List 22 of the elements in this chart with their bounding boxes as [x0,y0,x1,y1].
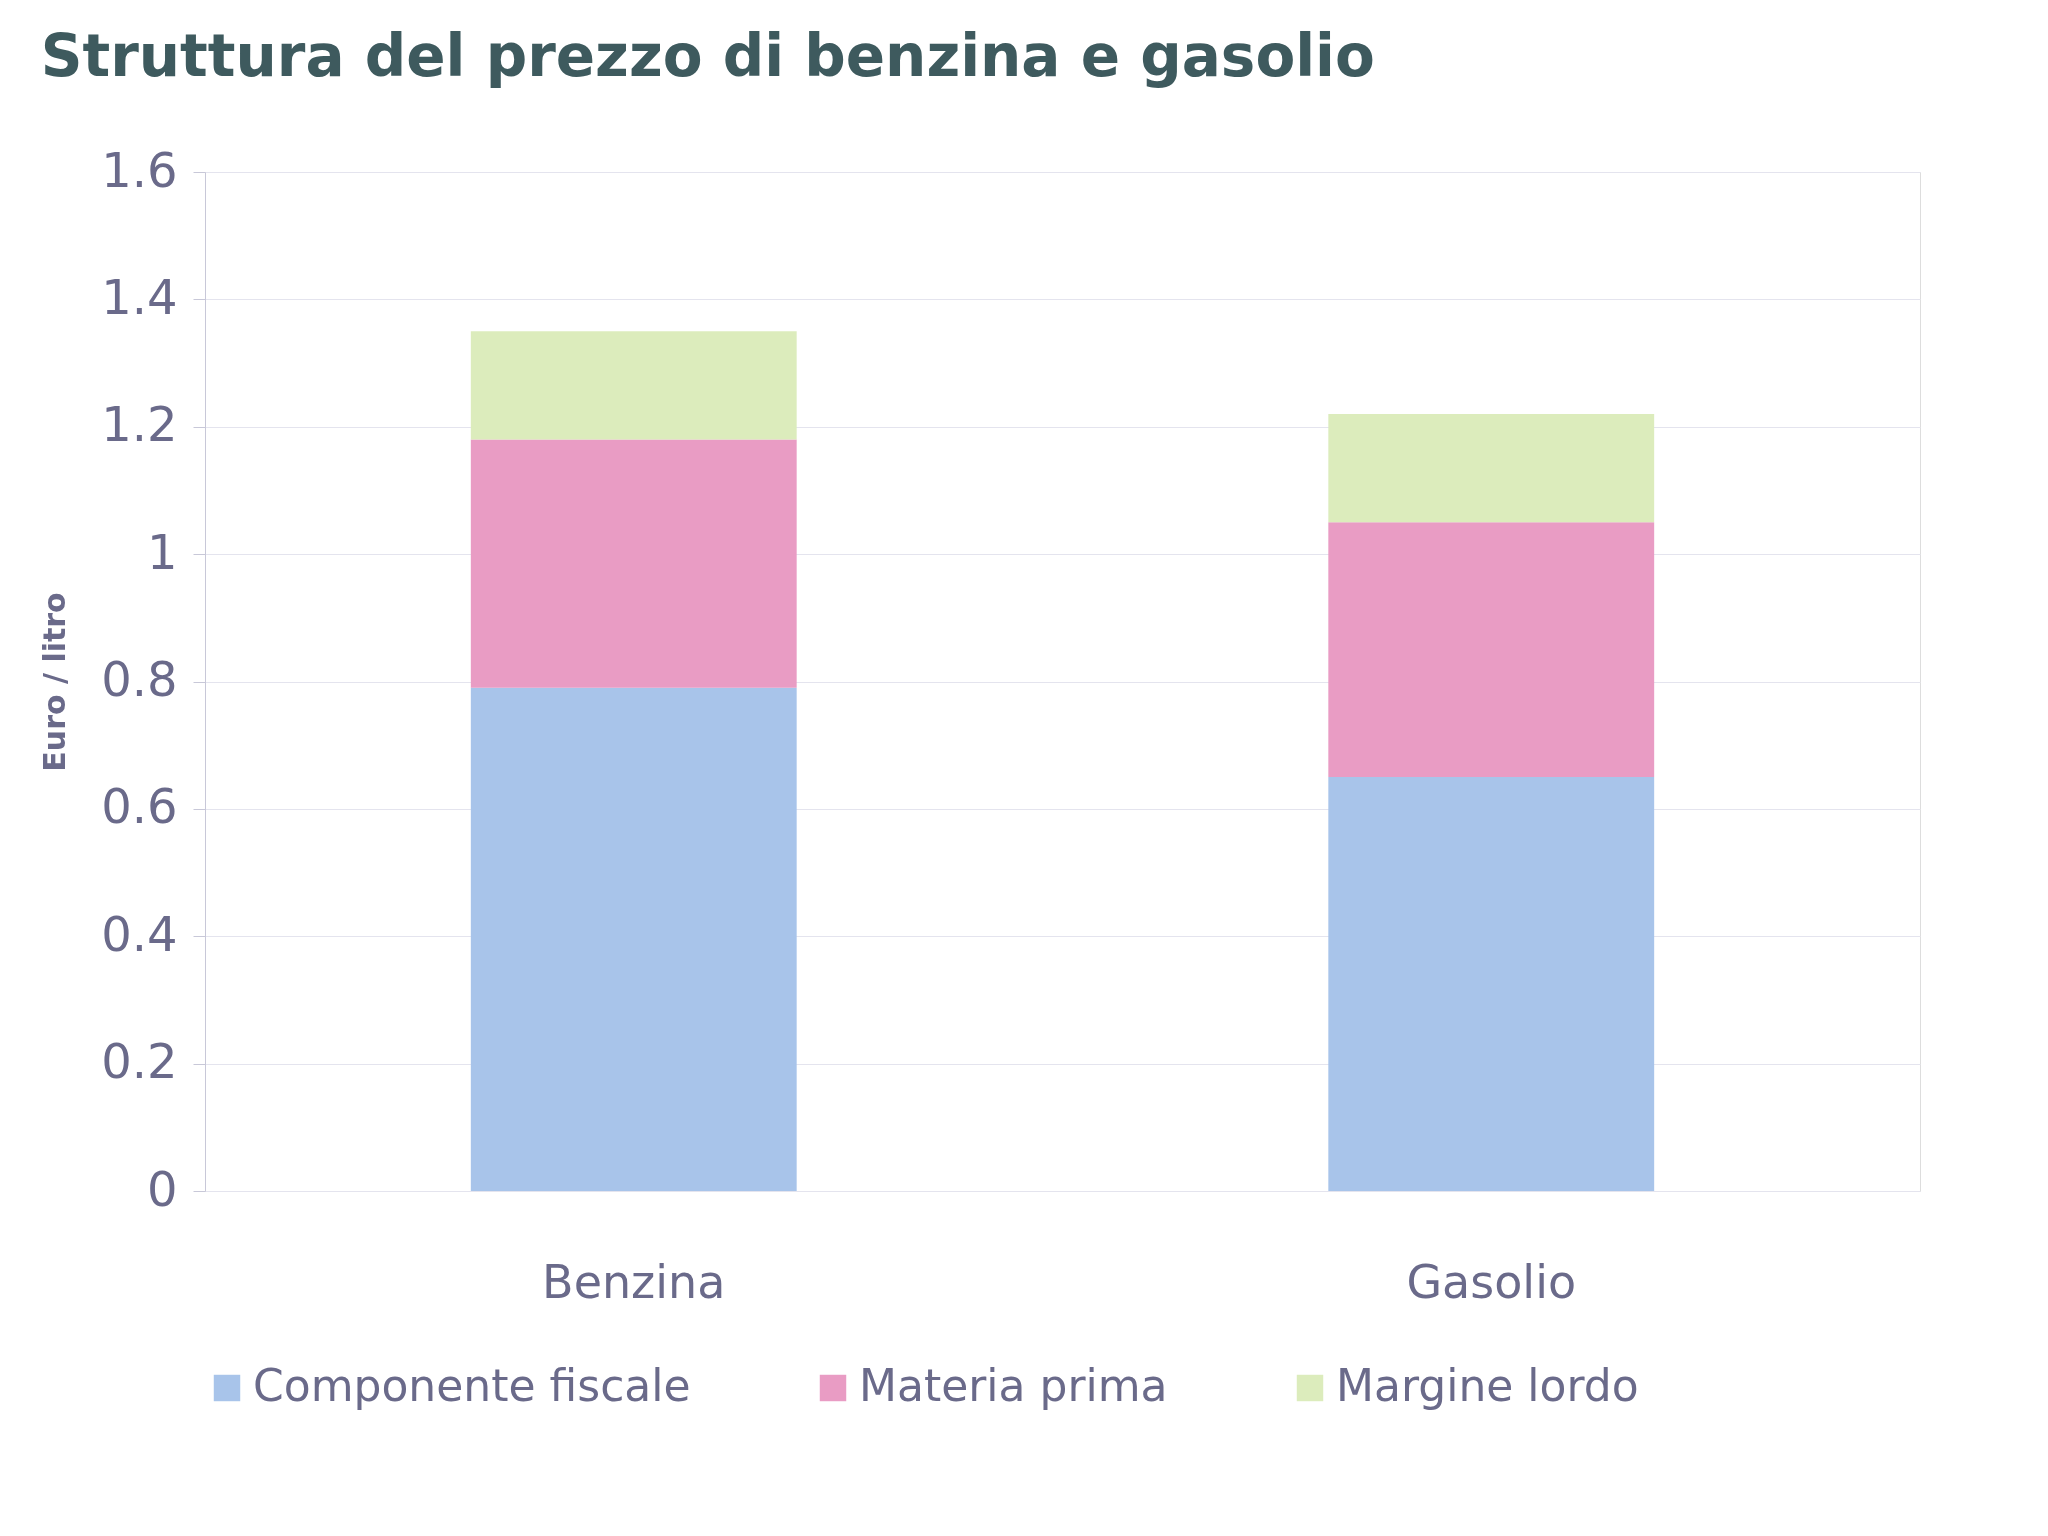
bar [1328,777,1655,1191]
legend-label: Materia prima [859,1360,1168,1411]
y-tick-label: 0.2 [101,1033,178,1090]
chart-title: Struttura del prezzo di benzina e gasolio [40,22,1375,90]
legend-label: Componente fiscale [253,1360,691,1411]
y-axis-title: Euro / litro [37,592,73,772]
x-tick-label: Benzina [542,1254,726,1309]
bar [470,687,797,1191]
y-tick-label: 0.8 [101,651,178,707]
legend-label: Margine lordo [1336,1360,1639,1411]
y-tick-label: 1.4 [101,268,178,325]
y-tick-label: 1.2 [101,396,178,453]
x-tick-label: Gasolio [1406,1254,1577,1309]
y-tick-label: 0.6 [101,778,178,835]
bar [1328,414,1655,523]
bar [470,331,797,440]
y-tick-label: 0.4 [101,905,178,962]
bar [1328,522,1655,778]
y-tick-label: 1 [146,523,178,580]
y-tick-label: 1.6 [101,141,178,198]
bar [470,439,797,688]
y-tick-label: 0 [146,1160,178,1217]
